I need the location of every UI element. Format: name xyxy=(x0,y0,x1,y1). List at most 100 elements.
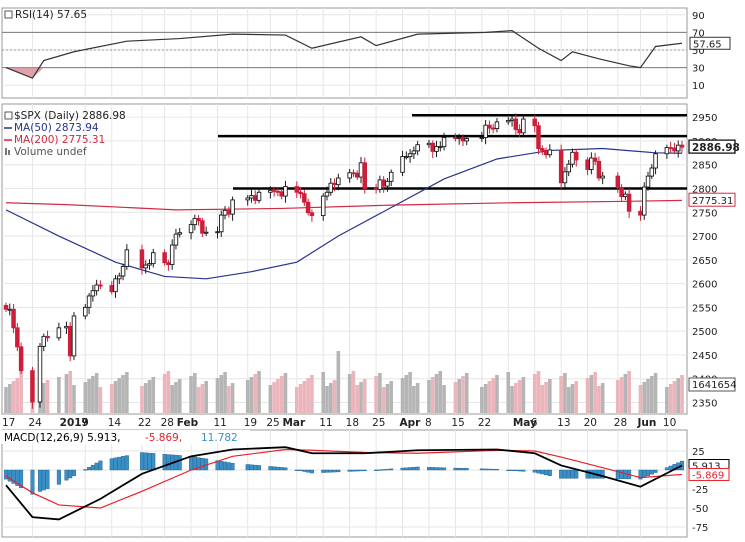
candle-body xyxy=(41,335,47,347)
macd-histogram-bar xyxy=(68,469,73,479)
rsi-tick-label: 30 xyxy=(692,64,705,75)
price-tick-label: 2850 xyxy=(692,161,717,172)
candle-body xyxy=(245,197,250,201)
candle-body xyxy=(109,285,114,293)
volume-bar xyxy=(283,373,288,413)
price-tick-label: 2800 xyxy=(692,184,717,195)
volume-bar xyxy=(245,380,250,413)
volume-bar xyxy=(7,384,12,413)
macd-histogram-bar xyxy=(90,464,95,471)
volume-bar xyxy=(649,376,654,413)
volume-bar xyxy=(381,387,386,413)
macd-histogram-bar xyxy=(272,466,277,471)
candle-body xyxy=(415,144,420,152)
ma200-line xyxy=(5,199,683,211)
macd-histogram-bar xyxy=(574,469,579,479)
macd-histogram-bar xyxy=(3,469,8,480)
macd-histogram-bar xyxy=(513,469,518,472)
macd-histogram-bar xyxy=(532,469,537,473)
candle-body xyxy=(64,325,69,329)
macd-histogram-bar xyxy=(358,469,363,472)
x-axis-date-label: 20 xyxy=(584,417,597,429)
volume-bar xyxy=(200,384,205,413)
candle-body xyxy=(460,137,466,142)
x-axis-date-label: Mar xyxy=(282,417,306,429)
candle-body xyxy=(385,180,390,187)
volume-bar xyxy=(294,387,299,413)
candle-body xyxy=(11,308,16,329)
candle-body xyxy=(147,263,152,266)
candle-body xyxy=(143,264,148,269)
candle-body xyxy=(354,172,360,178)
macd-histogram-bar xyxy=(404,467,409,471)
candle-body xyxy=(219,214,224,233)
macd-histogram-bar xyxy=(351,469,356,472)
candle-body xyxy=(388,171,394,182)
macd-histogram-bar xyxy=(389,468,394,471)
volume-bar xyxy=(585,378,590,413)
candle-body xyxy=(434,146,439,152)
volume-bar xyxy=(143,383,148,413)
candle-body xyxy=(373,188,379,190)
x-axis-date-label: 24 xyxy=(28,417,42,429)
macd-histogram-bar xyxy=(121,456,126,471)
candle-body xyxy=(200,220,205,234)
candle-body xyxy=(521,118,526,134)
candle-body xyxy=(305,201,311,214)
volume-bar xyxy=(434,374,439,413)
candle-body xyxy=(547,149,553,156)
ma50-line xyxy=(5,147,683,280)
volume-bar xyxy=(41,383,46,413)
macd-histogram-bar xyxy=(279,467,284,471)
rsi-line xyxy=(5,30,683,79)
volume-bar xyxy=(223,372,227,413)
macd-histogram-bar xyxy=(117,456,122,471)
macd-histogram-bar xyxy=(302,469,307,472)
candle-body xyxy=(456,137,462,140)
volume-bar xyxy=(219,375,224,413)
last-price-badge-text: 2886.98 xyxy=(692,142,740,154)
candle-body xyxy=(532,118,537,127)
candle-body xyxy=(513,118,519,130)
macd-histogram-bar xyxy=(521,469,526,472)
candle-body xyxy=(679,144,685,148)
candle-body xyxy=(453,137,458,140)
macd-histogram-bar xyxy=(177,455,182,471)
candle-body xyxy=(83,306,88,317)
candle-body xyxy=(196,217,201,222)
x-axis-date-label: 25 xyxy=(372,417,385,429)
spx-legend-label: $SPX (Daily) 2886.98 xyxy=(14,110,126,122)
volume-bar xyxy=(4,387,8,413)
volume-bar xyxy=(204,381,208,413)
macd-histogram-bar xyxy=(464,468,469,471)
volume-legend-icon xyxy=(8,150,10,155)
macd-histogram-bar xyxy=(64,469,69,481)
volume-bar xyxy=(321,372,326,413)
macd-histogram-bar xyxy=(453,467,458,471)
macd-histogram-bar xyxy=(619,469,624,479)
candle-body xyxy=(18,346,24,372)
macd-histogram-bar xyxy=(374,469,379,471)
macd-histogram-bar xyxy=(332,469,337,473)
volume-bar xyxy=(570,384,575,413)
macd-histogram-bar xyxy=(37,469,42,492)
macd-histogram-bar xyxy=(668,465,673,471)
volume-bar xyxy=(113,381,118,413)
macd-histogram-bar xyxy=(381,469,386,471)
volume-bar xyxy=(279,376,284,413)
macd-histogram-bar xyxy=(510,469,515,472)
ma200-legend-label: MA(200) 2775.31 xyxy=(14,134,105,146)
macd-histogram-bar xyxy=(226,462,231,471)
volume-bar xyxy=(544,382,548,413)
volume-bar xyxy=(506,372,511,413)
candle-body xyxy=(253,195,258,201)
candle-body xyxy=(15,327,20,348)
macd-histogram-bar xyxy=(487,468,492,471)
candle-body xyxy=(120,266,126,277)
volume-legend-label: Volume undef xyxy=(14,146,87,158)
candle-body xyxy=(672,147,677,152)
candle-body xyxy=(589,157,594,170)
macd-histogram-bar xyxy=(494,469,499,471)
volume-bar xyxy=(227,386,231,413)
